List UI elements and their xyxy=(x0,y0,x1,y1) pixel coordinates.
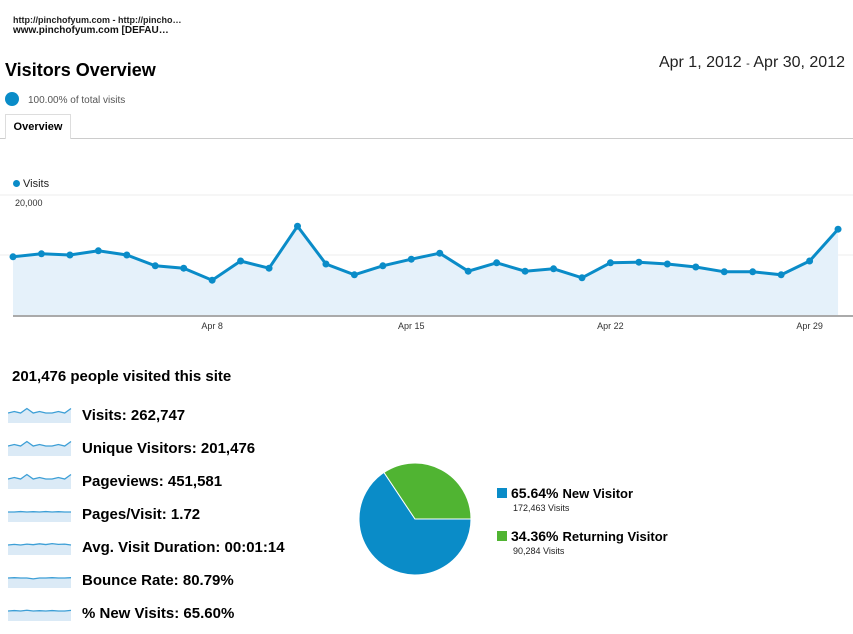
area-fill xyxy=(13,226,839,315)
legend-dot-icon xyxy=(13,180,20,187)
pie-icon xyxy=(5,92,19,106)
date-separator: - xyxy=(746,58,750,70)
chart-legend[interactable]: Visits xyxy=(13,178,49,190)
sparkline-icon xyxy=(8,407,72,423)
sparkline-icon xyxy=(8,577,72,588)
data-point[interactable] xyxy=(151,262,159,270)
data-point[interactable] xyxy=(777,271,785,279)
sparkline-icon xyxy=(8,609,72,621)
data-point[interactable] xyxy=(493,259,501,267)
data-point[interactable] xyxy=(720,268,728,276)
data-point[interactable] xyxy=(322,260,330,268)
data-point[interactable] xyxy=(379,262,387,270)
account-url[interactable]: http://pinchofyum.com - http://pincho… xyxy=(13,15,182,25)
y-tick-label: 20,000 xyxy=(15,198,43,208)
summary-heading: 201,476 people visited this site xyxy=(12,368,232,385)
metric-row[interactable]: % New Visits: 65.60% xyxy=(8,602,234,624)
metric-row[interactable]: Pageviews: 451,581 xyxy=(8,470,222,492)
pie-slice[interactable] xyxy=(383,462,472,520)
metric-label: Pageviews: 451,581 xyxy=(82,472,223,490)
metric-row[interactable]: Visits: 262,747 xyxy=(8,404,185,426)
data-point[interactable] xyxy=(578,274,586,282)
sparkline-icon xyxy=(8,440,72,456)
label-new: New Visitor xyxy=(562,486,634,501)
metric-label: Unique Visitors: 201,476 xyxy=(82,439,256,457)
metric-label: Pages/Visit: 1.72 xyxy=(82,505,201,523)
data-point[interactable] xyxy=(208,276,216,284)
data-point[interactable] xyxy=(663,260,671,268)
swatch-returning xyxy=(497,531,507,541)
metric-label: Bounce Rate: 80.79% xyxy=(82,571,234,589)
metric-label: Visits: 262,747 xyxy=(82,406,186,424)
data-point[interactable] xyxy=(9,253,17,261)
data-point[interactable] xyxy=(606,259,614,267)
x-tick-label: Apr 22 xyxy=(597,321,624,331)
data-point[interactable] xyxy=(464,267,472,275)
data-point[interactable] xyxy=(94,247,102,255)
pie-slice[interactable] xyxy=(358,471,472,576)
legend-label: Visits xyxy=(23,178,50,190)
metric-row[interactable]: Bounce Rate: 80.79% xyxy=(8,569,234,591)
visitor-pie-chart[interactable] xyxy=(355,460,475,580)
metric-row[interactable]: Unique Visitors: 201,476 xyxy=(8,437,255,459)
data-point[interactable] xyxy=(550,265,558,273)
data-point[interactable] xyxy=(749,268,757,276)
data-point[interactable] xyxy=(294,222,301,230)
data-point[interactable] xyxy=(834,225,842,233)
data-point[interactable] xyxy=(521,267,529,275)
data-point[interactable] xyxy=(436,249,444,257)
pie-legend-new: 65.64% New Visitor xyxy=(497,485,633,501)
label-returning: Returning Visitor xyxy=(562,529,668,544)
data-point[interactable] xyxy=(806,257,814,265)
visits-new: 172,463 Visits xyxy=(513,503,570,513)
tab-divider xyxy=(0,138,853,139)
data-point[interactable] xyxy=(265,264,273,272)
sparkline-icon xyxy=(8,473,72,489)
data-point[interactable] xyxy=(66,251,74,259)
sparkline-icon xyxy=(8,542,72,555)
data-point[interactable] xyxy=(692,263,700,271)
series-line xyxy=(12,223,840,282)
data-point[interactable] xyxy=(237,257,245,265)
date-start: Apr 1, 2012 xyxy=(658,54,742,71)
metric-row[interactable]: Avg. Visit Duration: 00:01:14 xyxy=(8,536,285,558)
data-point[interactable] xyxy=(180,264,188,272)
swatch-new xyxy=(497,488,507,498)
date-range-picker[interactable]: Apr 1, 2012 - Apr 30, 2012 xyxy=(659,54,845,72)
visits-returning: 90,284 Visits xyxy=(513,546,565,556)
page-title: Visitors Overview xyxy=(5,60,156,80)
x-tick-label: Apr 15 xyxy=(398,321,425,331)
x-tick-label: Apr 8 xyxy=(201,321,223,331)
data-point[interactable] xyxy=(350,271,358,279)
tab-overview[interactable]: Overview xyxy=(5,114,71,139)
metric-label: Avg. Visit Duration: 00:01:14 xyxy=(82,538,285,556)
data-point[interactable] xyxy=(635,258,643,266)
pct-new: 65.64% xyxy=(511,485,559,501)
metric-row[interactable]: Pages/Visit: 1.72 xyxy=(8,503,200,525)
x-tick-label: Apr 29 xyxy=(796,321,823,331)
pct-returning: 34.36% xyxy=(511,528,559,544)
data-point[interactable] xyxy=(123,251,131,259)
account-profile[interactable]: www.pinchofyum.com [DEFAU… xyxy=(13,25,169,36)
pie-legend-returning: 34.36% Returning Visitor xyxy=(497,528,668,544)
x-axis xyxy=(13,315,853,317)
sparkline-icon xyxy=(8,510,71,522)
segment-label: 100.00% of total visits xyxy=(28,95,126,106)
data-point[interactable] xyxy=(37,250,45,258)
data-point[interactable] xyxy=(407,255,415,263)
metric-label: % New Visits: 65.60% xyxy=(82,604,235,622)
date-end: Apr 30, 2012 xyxy=(753,54,845,71)
